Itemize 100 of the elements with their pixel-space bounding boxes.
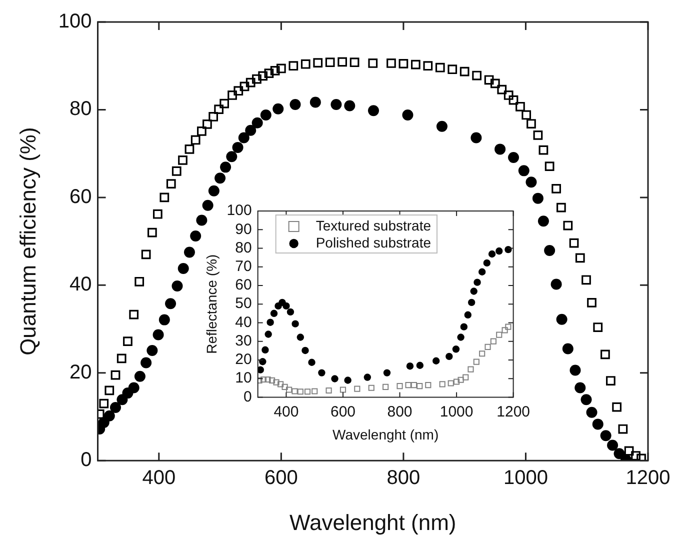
- point: [134, 370, 146, 382]
- point: [260, 109, 272, 120]
- point: [331, 375, 338, 382]
- legend-label: Textured substrate: [316, 217, 432, 234]
- point: [405, 382, 412, 388]
- y-tick-label: 40: [70, 274, 92, 296]
- point: [490, 338, 496, 344]
- point: [470, 288, 478, 295]
- point: [502, 327, 508, 334]
- point: [152, 329, 164, 340]
- y-tick-label: 60: [70, 186, 92, 208]
- y-tick-label: 20: [70, 361, 92, 384]
- point: [258, 366, 264, 374]
- point: [473, 358, 480, 365]
- point: [344, 376, 352, 384]
- point: [432, 357, 440, 364]
- x-tick-label: 800: [386, 467, 420, 490]
- point: [607, 440, 618, 451]
- point: [446, 352, 453, 360]
- point: [104, 410, 115, 422]
- x-tick-label: 600: [264, 467, 298, 490]
- point: [282, 384, 288, 390]
- point: [439, 381, 446, 388]
- point: [184, 246, 195, 258]
- x-tick-label: 1200: [496, 403, 530, 420]
- point: [538, 216, 549, 227]
- point: [468, 366, 474, 372]
- y-tick-label: 80: [70, 98, 92, 120]
- point: [462, 374, 469, 380]
- point: [286, 308, 294, 316]
- point: [270, 310, 278, 318]
- point: [220, 162, 232, 173]
- point: [158, 314, 170, 326]
- point: [110, 402, 121, 414]
- y-tick-label: 0: [243, 388, 252, 406]
- y-axis-title: Reflectance (%): [203, 254, 220, 354]
- point: [382, 384, 389, 390]
- point: [592, 418, 604, 430]
- point: [310, 96, 321, 108]
- point: [264, 376, 271, 383]
- point: [172, 280, 183, 292]
- point: [468, 298, 476, 306]
- point: [302, 346, 309, 354]
- point: [354, 386, 360, 392]
- point: [478, 268, 486, 276]
- point: [190, 230, 202, 242]
- point: [452, 346, 460, 353]
- point: [460, 323, 468, 330]
- point: [290, 98, 301, 110]
- point: [504, 246, 512, 254]
- point: [556, 314, 568, 325]
- x-tick-label: 600: [330, 403, 356, 420]
- point: [368, 384, 374, 391]
- point: [226, 151, 238, 162]
- point: [128, 382, 140, 394]
- x-axis-title: Wavelenght (nm): [290, 510, 456, 535]
- point: [318, 369, 326, 376]
- point: [292, 388, 298, 394]
- point: [416, 362, 424, 369]
- point: [297, 388, 304, 395]
- point: [474, 278, 481, 286]
- point: [580, 394, 592, 406]
- y-tick-label: 10: [235, 370, 252, 387]
- point: [262, 346, 269, 354]
- point: [479, 350, 486, 357]
- point: [208, 185, 220, 196]
- point: [600, 430, 612, 442]
- y-tick-label: 100: [226, 202, 252, 220]
- point: [562, 343, 574, 354]
- point: [383, 369, 391, 376]
- y-tick-label: 100: [58, 10, 92, 33]
- point: [574, 382, 586, 394]
- point: [453, 378, 460, 385]
- point: [238, 132, 250, 144]
- y-tick-label: 20: [235, 351, 252, 368]
- point: [340, 386, 346, 393]
- point: [483, 259, 491, 267]
- point: [268, 377, 276, 384]
- point: [245, 124, 256, 136]
- point: [470, 132, 482, 144]
- point: [272, 103, 284, 114]
- point: [196, 214, 208, 226]
- point: [264, 330, 272, 338]
- point: [165, 298, 176, 310]
- y-tick-label: 30: [235, 332, 252, 350]
- point: [406, 362, 414, 370]
- point: [214, 172, 226, 184]
- x-tick-label: 400: [274, 403, 299, 420]
- point: [232, 142, 244, 153]
- point: [364, 374, 372, 381]
- point: [505, 324, 512, 330]
- point: [259, 358, 266, 366]
- point: [614, 448, 625, 460]
- x-tick-label: 1000: [503, 467, 548, 490]
- point: [308, 358, 316, 366]
- point: [344, 100, 356, 112]
- x-tick-label: 400: [142, 467, 176, 490]
- point: [312, 388, 318, 394]
- point: [488, 250, 496, 258]
- x-tick-label: 800: [387, 403, 412, 420]
